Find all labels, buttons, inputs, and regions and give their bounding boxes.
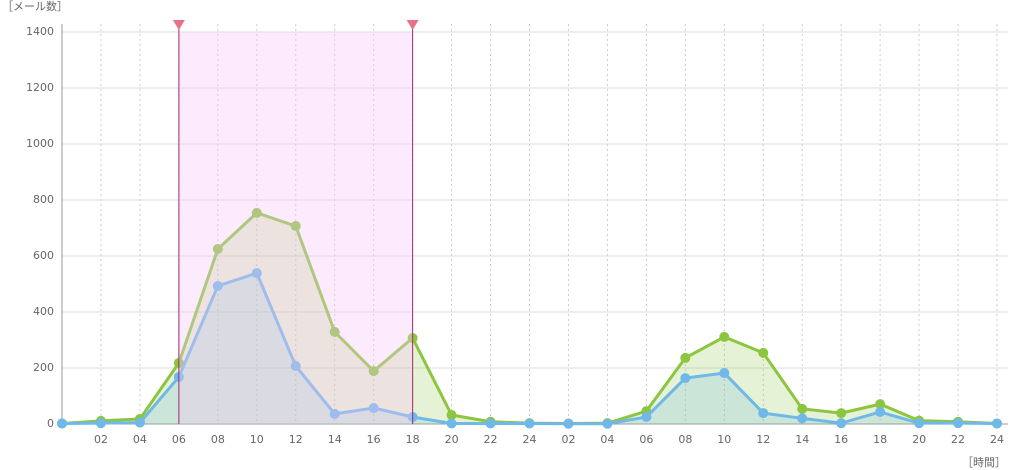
highlight-marker	[172, 20, 185, 30]
y-tick-label: 400	[33, 305, 54, 318]
point	[290, 361, 301, 372]
point	[836, 408, 847, 419]
x-tick-label: 20	[445, 433, 459, 446]
x-tick-label: 18	[406, 433, 420, 446]
y-axis-label: ［メール数］	[2, 0, 68, 13]
point	[602, 418, 613, 429]
x-tick-label: 22	[484, 433, 498, 446]
x-tick-label: 12	[289, 433, 303, 446]
y-tick-label: 1000	[26, 137, 54, 150]
point	[368, 403, 379, 414]
point	[95, 418, 106, 429]
x-tick-label: 02	[94, 433, 108, 446]
point	[57, 418, 67, 429]
point	[563, 418, 574, 429]
x-tick-label: 08	[678, 433, 692, 446]
x-tick-label: 16	[834, 433, 848, 446]
y-tick-label: 1400	[26, 25, 54, 38]
point	[290, 221, 301, 232]
point	[368, 366, 379, 377]
point	[485, 418, 496, 429]
x-tick-label: 24	[523, 433, 537, 446]
x-axis-label: ［時間］	[962, 456, 1006, 469]
point	[914, 418, 925, 429]
x-tick-label: 10	[250, 433, 264, 446]
point	[836, 418, 847, 429]
x-tick-label: 20	[912, 433, 926, 446]
x-tick-label: 14	[795, 433, 809, 446]
point	[680, 352, 691, 363]
point	[251, 268, 262, 279]
area	[62, 212, 997, 424]
point	[251, 207, 262, 218]
point	[212, 280, 223, 291]
y-tick-label: 600	[33, 249, 54, 262]
x-tick-label: 14	[328, 433, 342, 446]
point	[797, 403, 808, 414]
x-tick-label: 24	[990, 433, 1004, 446]
highlight-marker	[406, 20, 419, 30]
point	[719, 368, 730, 379]
point	[524, 418, 535, 429]
x-tick-label: 22	[951, 433, 965, 446]
highlight-band	[178, 32, 413, 424]
y-tick-label: 800	[33, 193, 54, 206]
y-tick-label: 200	[33, 361, 54, 374]
x-tick-label: 06	[639, 433, 653, 446]
x-tick-label: 18	[873, 433, 887, 446]
y-tick-label: 0	[47, 417, 54, 430]
point	[758, 408, 769, 419]
point	[875, 399, 886, 410]
point	[134, 417, 145, 428]
point	[641, 412, 652, 422]
point	[212, 244, 223, 254]
point	[953, 418, 964, 429]
x-tick-label: 06	[172, 433, 186, 446]
point	[797, 413, 808, 424]
point	[875, 406, 886, 417]
x-tick-label: 04	[133, 433, 147, 446]
point	[446, 418, 457, 429]
x-tick-label: 02	[561, 433, 575, 446]
x-tick-label: 12	[756, 433, 770, 446]
area	[62, 273, 997, 424]
point	[719, 331, 730, 342]
y-tick-label: 1200	[26, 81, 54, 94]
point	[446, 410, 457, 421]
x-tick-label: 04	[600, 433, 614, 446]
point	[329, 326, 340, 337]
point	[680, 373, 691, 384]
point	[329, 408, 340, 419]
point	[992, 418, 1002, 429]
point	[758, 347, 769, 358]
x-tick-label: 10	[717, 433, 731, 446]
x-tick-label: 08	[211, 433, 225, 446]
x-tick-label: 16	[367, 433, 381, 446]
